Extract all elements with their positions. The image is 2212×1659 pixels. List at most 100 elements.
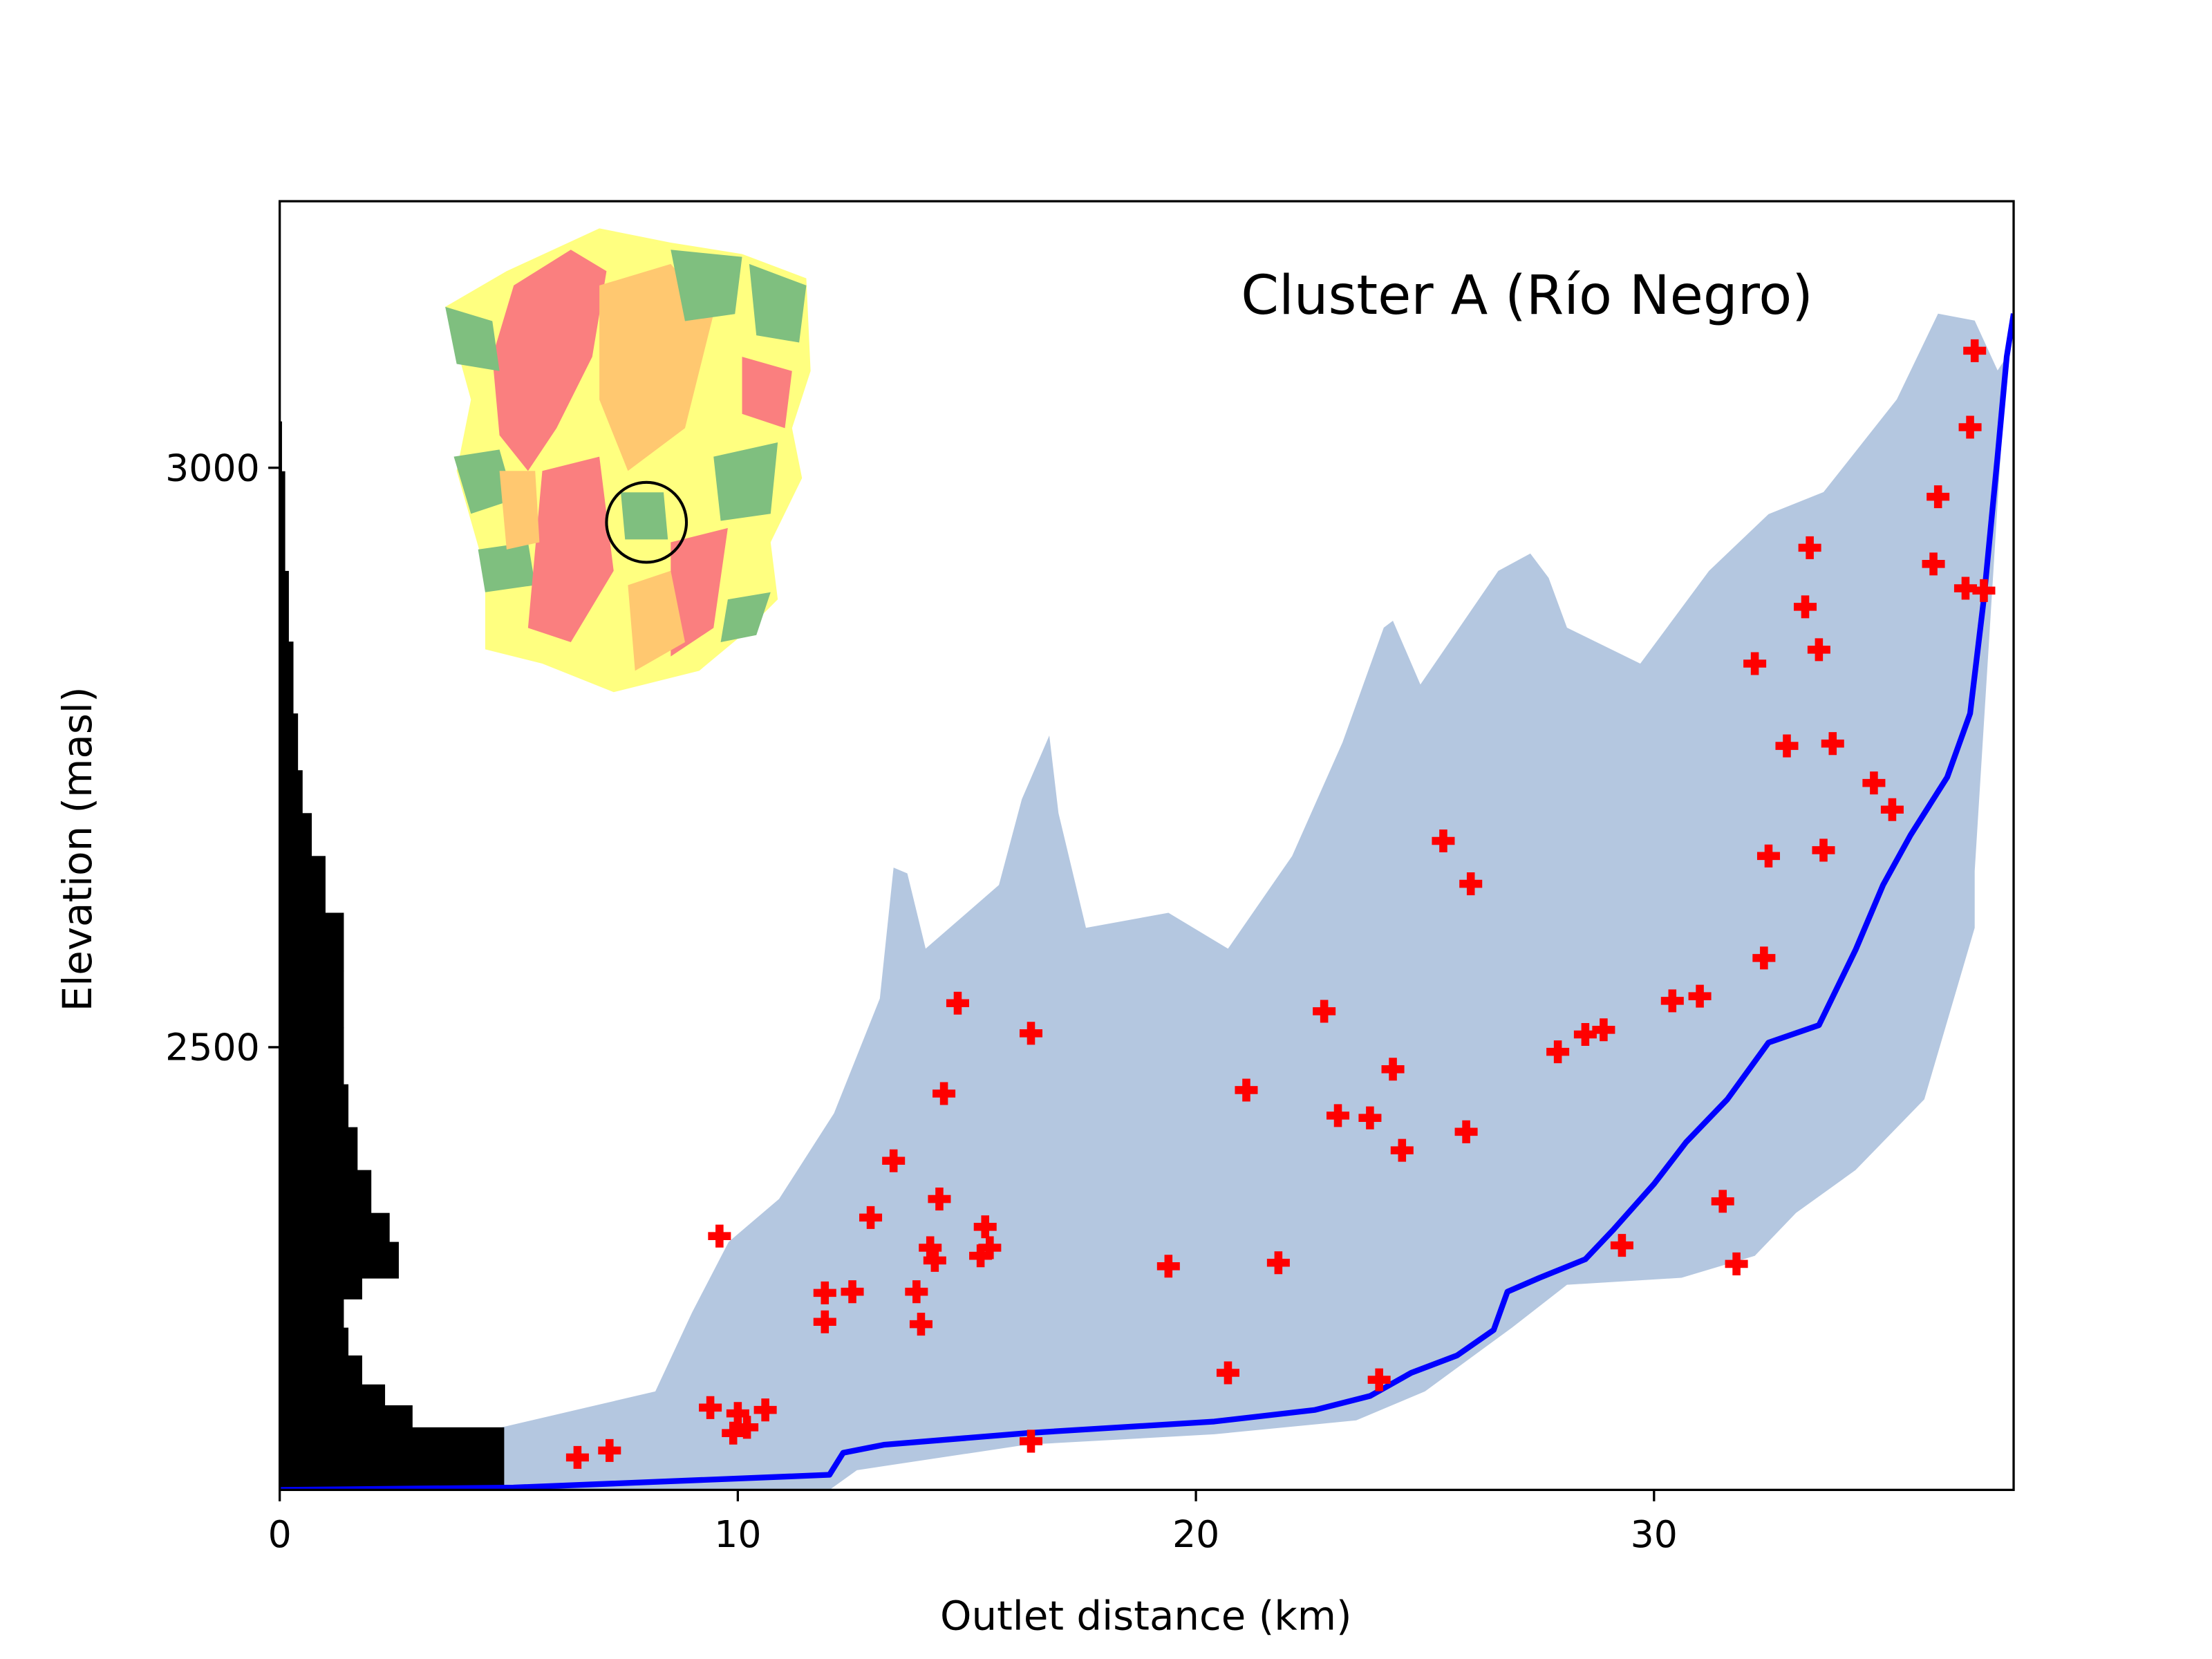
- scatter-point: [1610, 1234, 1633, 1257]
- histogram-bar: [279, 856, 326, 914]
- main-profile-line: [279, 313, 2014, 1490]
- histogram-bar: [279, 1298, 344, 1329]
- scatter-point: [1266, 1251, 1290, 1275]
- scatter-point: [1927, 485, 1950, 509]
- scatter-point: [1756, 844, 1780, 868]
- histogram-bar: [279, 1427, 505, 1490]
- scatter-point: [932, 1082, 956, 1105]
- histogram-bar: [279, 1405, 413, 1428]
- scatter-point: [735, 1416, 759, 1439]
- y-tick-label: 2500: [165, 1026, 260, 1069]
- scatter-point: [1958, 415, 1982, 439]
- scatter-point: [1019, 1022, 1043, 1045]
- map-region: [499, 471, 685, 671]
- histogram-bar: [279, 471, 285, 572]
- histogram-bar: [279, 1277, 362, 1300]
- scatter-point: [1432, 830, 1455, 853]
- scatter-point: [909, 1313, 932, 1336]
- histogram-bar: [279, 1241, 399, 1279]
- y-axis-label: Elevation (masl): [54, 686, 101, 1011]
- scatter-point: [1793, 595, 1817, 619]
- scatter-point: [1381, 1058, 1405, 1081]
- histogram-bar: [279, 971, 344, 1029]
- scatter-point: [1546, 1040, 1570, 1064]
- scatter-point: [919, 1236, 942, 1259]
- scatter-point: [1725, 1252, 1748, 1275]
- histogram-bar: [279, 713, 299, 771]
- scatter-point: [598, 1438, 621, 1462]
- x-tick-label: 0: [268, 1512, 292, 1556]
- scatter-point: [905, 1280, 928, 1304]
- scatter-point: [722, 1421, 745, 1445]
- histogram-bar: [279, 1327, 349, 1356]
- scatter-point: [1807, 638, 1830, 662]
- scatter-point: [1358, 1106, 1382, 1130]
- scatter-point: [1953, 577, 1977, 600]
- scatter-point: [973, 1215, 997, 1239]
- scatter-point: [1922, 552, 1945, 576]
- histogram-bar: [279, 1170, 372, 1214]
- scatter-point: [1235, 1078, 1258, 1102]
- scatter-point: [699, 1396, 722, 1419]
- map-region: [527, 357, 792, 657]
- scatter-point: [1156, 1255, 1180, 1278]
- scatter-point: [1880, 798, 1904, 821]
- scatter-point: [1459, 872, 1483, 896]
- scatter-point: [1019, 1430, 1043, 1453]
- histogram-bar: [279, 1127, 358, 1171]
- scatter-point: [1862, 771, 1886, 795]
- scatter-point: [1812, 838, 1835, 862]
- scatter-point: [969, 1244, 993, 1268]
- scatter-point: [978, 1236, 1002, 1259]
- scatter-point: [1775, 734, 1799, 758]
- scatter-point: [1454, 1120, 1478, 1143]
- scatter-point: [1313, 1000, 1336, 1023]
- scatter-point: [882, 1149, 906, 1172]
- scatter-point: [923, 1248, 946, 1272]
- histogram-bar: [279, 421, 282, 472]
- x-tick-label: 30: [1631, 1512, 1678, 1556]
- x-tick-label: 20: [1172, 1512, 1219, 1556]
- map-region: [492, 250, 607, 471]
- scatter-point: [1963, 339, 1987, 362]
- x-tick-label: 10: [714, 1512, 761, 1556]
- scatter-point: [708, 1224, 731, 1248]
- scatter-point: [1711, 1190, 1734, 1213]
- scatter-point: [1821, 732, 1844, 756]
- histogram-bar: [279, 641, 294, 715]
- histogram-bar: [279, 813, 312, 857]
- scatter-point: [753, 1398, 777, 1422]
- x-axis-label: Outlet distance (km): [940, 1593, 1352, 1640]
- scatter-point: [813, 1310, 836, 1333]
- inset-map: [445, 228, 811, 693]
- histogram-bar: [279, 570, 289, 643]
- scatter-point: [1660, 989, 1684, 1013]
- histogram-bar: [279, 1212, 390, 1243]
- scatter-point: [946, 991, 969, 1015]
- scatter-point: [1752, 946, 1776, 970]
- scatter-point: [726, 1402, 749, 1425]
- plot-area: [279, 313, 2014, 1490]
- histogram-bar: [279, 1027, 344, 1085]
- histogram-bar: [279, 1084, 349, 1128]
- tributary-area: [471, 313, 2007, 1490]
- scatter-point: [1573, 1022, 1597, 1047]
- map-region: [445, 250, 807, 643]
- histogram-bar: [279, 1355, 362, 1385]
- scatter-point: [813, 1281, 836, 1304]
- histogram-bar: [279, 770, 303, 814]
- scatter-point: [1688, 984, 1712, 1008]
- histogram-bar: [279, 1384, 386, 1407]
- scatter-point: [1798, 536, 1821, 559]
- scatter-point: [1743, 652, 1767, 675]
- chart-title: Cluster A (Río Negro): [1241, 263, 1813, 327]
- scatter-point: [1390, 1138, 1414, 1162]
- scatter-point: [1972, 579, 1996, 602]
- scatter-point: [1327, 1104, 1350, 1127]
- histogram-bar: [279, 912, 344, 972]
- scatter-point: [859, 1206, 883, 1229]
- scatter-point: [1367, 1368, 1391, 1391]
- scatter-point: [928, 1188, 951, 1211]
- scatter-point: [565, 1445, 589, 1469]
